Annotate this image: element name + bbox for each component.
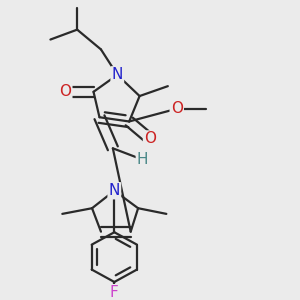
Text: O: O bbox=[171, 101, 183, 116]
Text: O: O bbox=[144, 131, 156, 146]
Text: N: N bbox=[112, 68, 123, 82]
Text: F: F bbox=[110, 285, 119, 300]
Text: O: O bbox=[59, 84, 71, 99]
Text: H: H bbox=[137, 152, 148, 167]
Text: N: N bbox=[109, 183, 120, 198]
